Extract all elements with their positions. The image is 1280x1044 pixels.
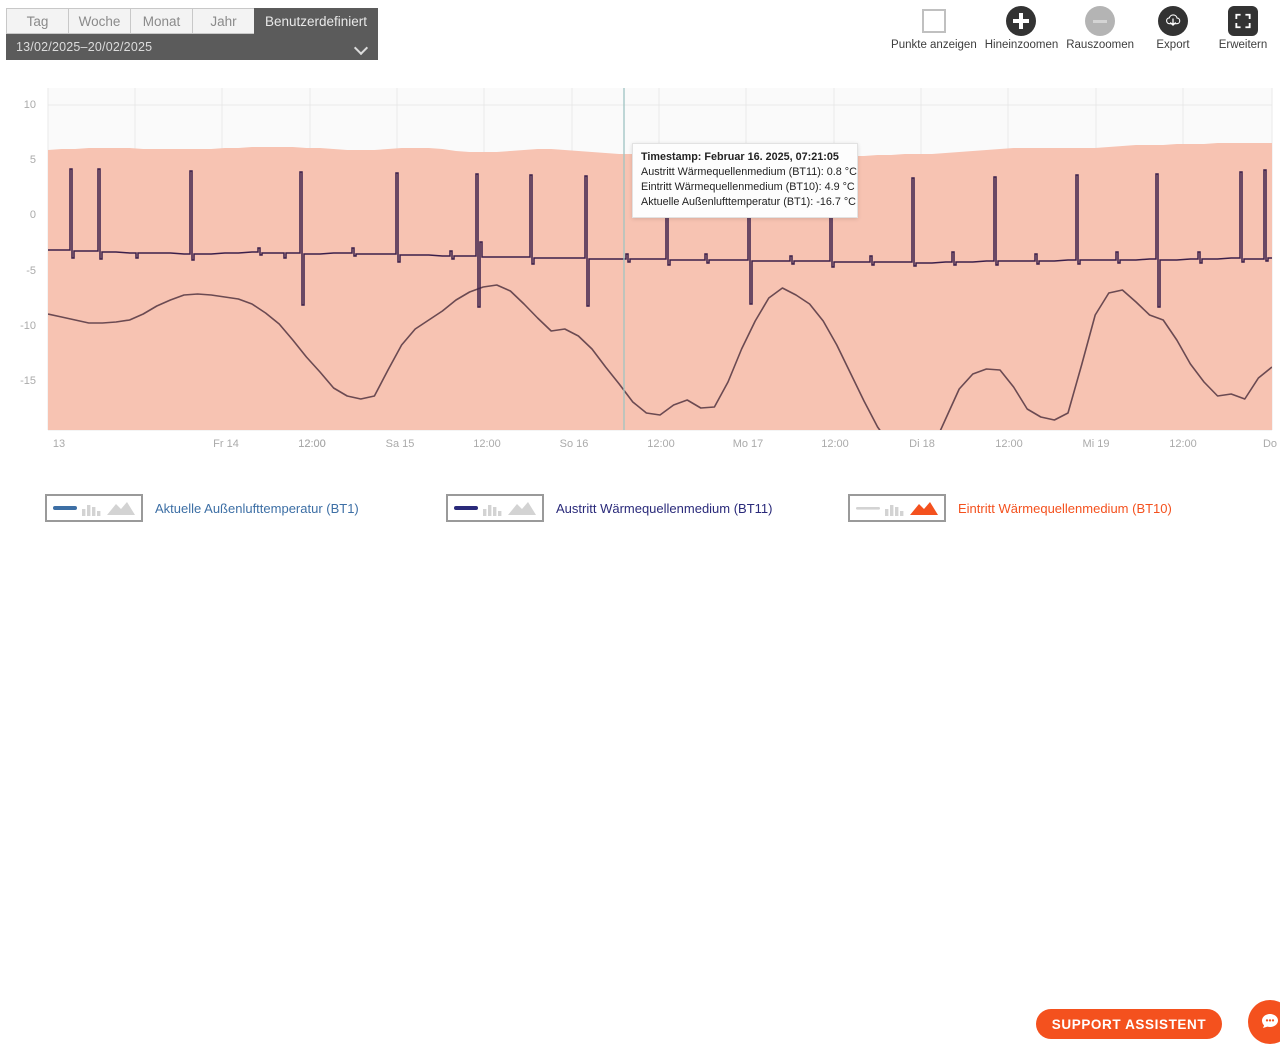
legend-item-bt1[interactable]: Aktuelle Außenlufttemperatur (BT1)	[45, 494, 359, 522]
export-label: Export	[1156, 39, 1190, 51]
x-tick-2: Fr 14	[213, 438, 239, 450]
chart-page: Tag Woche Monat Jahr Benutzerdefiniert 1…	[0, 0, 1280, 539]
expand-button[interactable]: Erweitern	[1208, 2, 1278, 58]
fullscreen-icon	[1228, 4, 1258, 38]
zoom-in-button[interactable]: Hineinzoomen	[981, 2, 1063, 58]
chevron-down-icon	[355, 41, 368, 54]
y-tick--10: -10	[20, 320, 36, 332]
chat-bubble-icon[interactable]	[1248, 1000, 1280, 1044]
tab-woche[interactable]: Woche	[68, 8, 130, 34]
legend-item-bt10[interactable]: Eintritt Wärmequellenmedium (BT10)	[848, 494, 1172, 522]
tab-monat[interactable]: Monat	[130, 8, 192, 34]
support-assistant-button[interactable]: SUPPORT ASSISTENT	[1036, 1009, 1222, 1039]
show-points-toggle[interactable]: Punkte anzeigen	[887, 2, 981, 58]
export-button[interactable]: Export	[1138, 2, 1208, 58]
tab-tag[interactable]: Tag	[6, 8, 68, 34]
x-tick-12: Mi 19	[1082, 438, 1110, 450]
bars-icon	[885, 505, 904, 516]
chart-legend: Aktuelle Außenlufttemperatur (BT1) Austr…	[0, 486, 1280, 1044]
range-tabs: Tag Woche Monat Jahr Benutzerdefiniert	[6, 8, 378, 34]
x-tick-10: Di 18	[909, 438, 935, 450]
x-tick-7: 12:00	[647, 438, 675, 450]
legend-label-bt10: Eintritt Wärmequellenmedium (BT10)	[958, 500, 1172, 516]
x-tick-6: So 16	[559, 438, 589, 450]
bars-icon	[82, 505, 101, 516]
date-range-dropdown[interactable]: 13/02/2025–20/02/2025	[6, 34, 378, 60]
cloud-download-icon	[1158, 4, 1188, 38]
bars-icon	[483, 505, 502, 516]
line-icon	[454, 506, 478, 510]
tooltip-row-bt10: Eintritt Wärmequellenmedium (BT10): 4.9 …	[641, 181, 855, 193]
series-bt10-area	[48, 143, 1272, 430]
y-tick--5: -5	[26, 265, 36, 277]
plus-circle-icon	[1006, 4, 1037, 38]
minus-circle-icon	[1085, 4, 1116, 38]
x-tick-8: Mo 17	[732, 438, 764, 450]
y-tick-0: 0	[29, 209, 36, 221]
tooltip-timestamp: Timestamp: Februar 16. 2025, 07:21:05	[641, 151, 839, 163]
zoom-out-button[interactable]: Rauszoomen	[1062, 2, 1138, 58]
chart-svg	[47, 88, 1273, 431]
tooltip-row-bt11: Austritt Wärmequellenmedium (BT11): 0.8 …	[641, 166, 857, 178]
x-tick-0: 13	[52, 438, 66, 450]
checkbox-unchecked-icon	[921, 4, 946, 38]
chart-tooltip: Timestamp: Februar 16. 2025, 07:21:05 Au…	[632, 143, 858, 218]
legend-style-switch-bt11[interactable]	[446, 494, 544, 522]
y-tick--15: -15	[20, 375, 36, 387]
tab-jahr[interactable]: Jahr	[192, 8, 254, 34]
x-tick-14: Do	[1262, 438, 1278, 450]
legend-style-switch-bt1[interactable]	[45, 494, 143, 522]
top-toolbar: Tag Woche Monat Jahr Benutzerdefiniert 1…	[0, 0, 1280, 62]
legend-style-switch-bt10[interactable]	[848, 494, 946, 522]
zoom-out-label: Rauszoomen	[1066, 39, 1134, 51]
x-tick-4: Sa 15	[385, 438, 415, 450]
series-bt1-line	[48, 284, 1272, 430]
tab-benutzerdefiniert[interactable]: Benutzerdefiniert	[254, 8, 378, 34]
x-tick-3: 12:00	[298, 438, 326, 450]
tooltip-row-bt1: Aktuelle Außenlufttemperatur (BT1): -16.…	[641, 196, 856, 208]
y-tick-10: 10	[23, 99, 36, 111]
x-tick-13: 12:00	[1169, 438, 1197, 450]
x-tick-9: 12:00	[821, 438, 849, 450]
area-icon	[910, 502, 938, 515]
date-range-value: 13/02/2025–20/02/2025	[16, 40, 153, 54]
area-icon	[508, 502, 536, 515]
expand-label: Erweitern	[1218, 39, 1268, 51]
y-tick-5: 5	[29, 154, 36, 166]
series-bt11-line	[48, 168, 1272, 308]
zoom-in-label: Hineinzoomen	[984, 39, 1059, 51]
range-selector: Tag Woche Monat Jahr Benutzerdefiniert 1…	[6, 8, 378, 60]
line-icon	[53, 506, 77, 510]
legend-label-bt1: Aktuelle Außenlufttemperatur (BT1)	[155, 500, 359, 516]
x-tick-11: 12:00	[995, 438, 1023, 450]
legend-item-bt11[interactable]: Austritt Wärmequellenmedium (BT11)	[446, 494, 773, 522]
x-tick-1: 12:00	[298, 438, 326, 450]
line-icon	[856, 507, 880, 510]
x-tick-5: 12:00	[473, 438, 501, 450]
show-points-label: Punkte anzeigen	[891, 39, 977, 51]
chart-area[interactable]: 10 5 0 -5 -10 -15 13 12:00 Fr 14 12:00 S…	[0, 62, 1280, 474]
chart-tools: Punkte anzeigen Hineinzoomen Rauszoomen	[887, 2, 1278, 60]
legend-label-bt11: Austritt Wärmequellenmedium (BT11)	[556, 500, 773, 516]
area-icon	[107, 502, 135, 515]
